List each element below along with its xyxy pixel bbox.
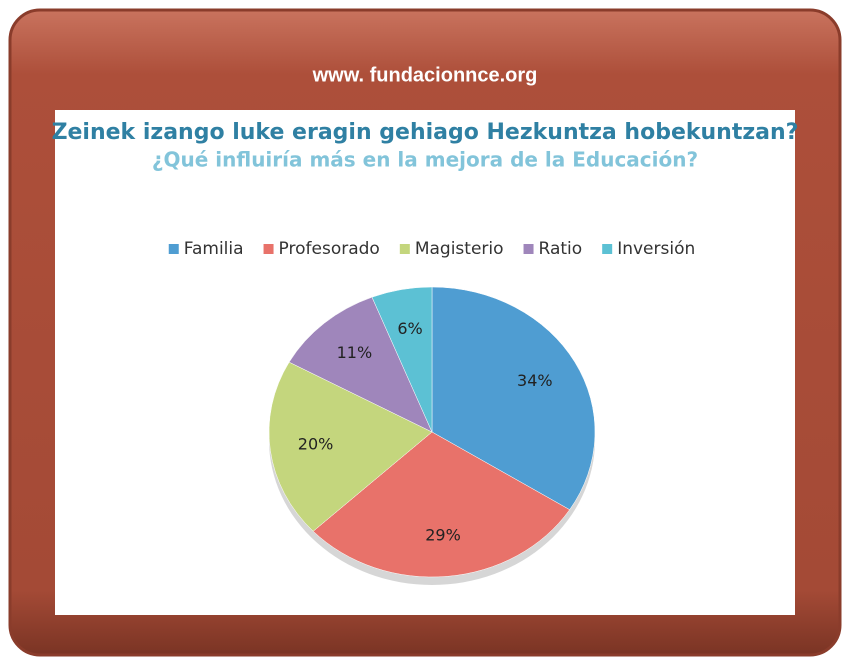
legend: Familia Profesorado Magisterio Ratio Inversi… <box>168 239 695 259</box>
legend-swatch <box>523 244 534 254</box>
legend-swatch <box>399 244 410 254</box>
pie-slice <box>312 431 570 578</box>
slice-label: 11% <box>337 343 373 362</box>
slice-label: 29% <box>425 525 461 544</box>
legend-swatch <box>602 244 613 254</box>
slice-label: 34% <box>517 371 553 390</box>
legend-label: Magisterio <box>415 239 504 259</box>
legend-label: Ratio <box>539 239 583 259</box>
pie-slice <box>371 286 433 433</box>
slice-label: 6% <box>397 319 422 338</box>
pie-slice <box>288 296 433 433</box>
chart-title: Zeinek izango luke eragin gehiago Hezkun… <box>52 120 799 145</box>
chart-subtitle: ¿Qué influiría más en la mejora de la Ed… <box>152 148 698 172</box>
pie-slice <box>268 361 433 532</box>
legend-label: Inversión <box>617 239 695 259</box>
pie: 34% 29% 20% 11% 6% <box>268 286 596 585</box>
legend-swatch <box>168 244 179 254</box>
pie-slice <box>431 286 596 511</box>
site-url: www. fundacionnce.org <box>312 64 538 86</box>
legend-label: Familia <box>184 239 244 259</box>
legend-label: Profesorado <box>279 239 380 259</box>
legend-swatch <box>263 244 274 254</box>
slice-label: 20% <box>298 435 334 454</box>
